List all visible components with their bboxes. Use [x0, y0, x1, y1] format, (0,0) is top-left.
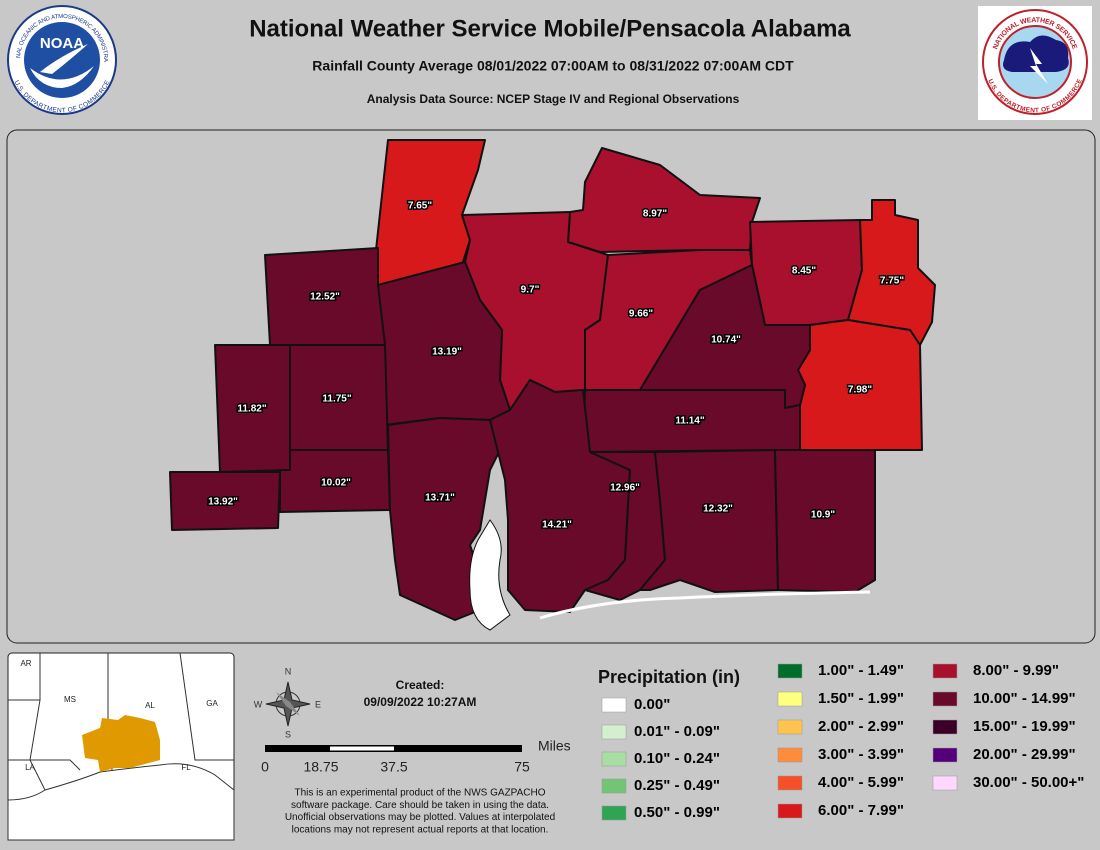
- county: [774, 449, 876, 593]
- scale-label: 0: [261, 759, 269, 775]
- inset-labels: AR MS AL GA LA FL: [20, 659, 218, 772]
- title: National Weather Service Mobile/Pensacol…: [249, 15, 851, 42]
- state-label: LA: [25, 763, 35, 772]
- legend-swatch: [601, 724, 627, 740]
- county-label: 14.21": [542, 520, 572, 531]
- legend-swatch: [601, 778, 627, 794]
- county-label: 13.71": [425, 493, 455, 504]
- state-label: AL: [145, 701, 155, 710]
- map: 7.65" 8.97" 9.7" 9.66" 8.45" 7.75" 7.98" 10.74"…: [169, 139, 936, 631]
- noaa-text: NOAA: [40, 35, 84, 52]
- legend-label: 0.01" - 0.09": [634, 723, 720, 740]
- source: Analysis Data Source: NCEP Stage IV and …: [367, 92, 740, 106]
- compass-e: E: [315, 699, 321, 709]
- county-label: 11.82": [237, 404, 266, 415]
- state-label: AR: [20, 659, 31, 668]
- legend-label: 1.50" - 1.99": [818, 690, 904, 707]
- legend-swatch: [601, 751, 627, 767]
- compass: N S E W: [254, 666, 321, 739]
- subtitle: Rainfall County Average 08/01/2022 07:00…: [312, 58, 794, 74]
- county-label: 12.96": [610, 483, 640, 494]
- scale-label: 75: [514, 759, 530, 775]
- disclaimer-line: locations may not represent actual repor…: [292, 825, 549, 836]
- legend-label: 4.00" - 5.99": [818, 774, 904, 791]
- legend-label: 1.00" - 1.49": [818, 662, 904, 679]
- county: [169, 471, 281, 531]
- disclaimer-line: software package. Care should be taken i…: [291, 800, 549, 811]
- disclaimer-line: Unofficial observations may be plotted. …: [285, 812, 555, 823]
- scale-labels: 0 18.75 37.5 75: [261, 759, 530, 775]
- county-label: 13.19": [432, 347, 462, 358]
- legend-label: 0.25" - 0.49": [634, 777, 720, 794]
- legend-swatch: [777, 775, 803, 791]
- legend-swatch: [932, 747, 958, 763]
- county-label: 9.7": [521, 285, 540, 296]
- scale-label: 37.5: [380, 759, 407, 775]
- nws-logo: NATIONAL WEATHER SERVICE U.S. DEPARTMENT…: [978, 6, 1092, 120]
- legend-label: 30.00" - 50.00+": [973, 774, 1084, 791]
- county-label: 7.98": [848, 385, 872, 396]
- county-label: 10.02": [321, 478, 351, 489]
- legend: 0.00" 0.01" - 0.09" 0.10" - 0.24" 0.25" - 0…: [601, 662, 1084, 821]
- compass-n: N: [285, 666, 292, 676]
- disclaimer: This is an experimental product of the N…: [285, 788, 555, 836]
- county-label: 12.52": [310, 292, 340, 303]
- legend-swatch: [777, 747, 803, 763]
- legend-label: 10.00" - 14.99": [973, 690, 1076, 707]
- legend-label: 15.00" - 19.99": [973, 718, 1076, 735]
- legend-label: 0.00": [634, 696, 670, 713]
- county: [847, 199, 936, 346]
- county-label: 11.14": [675, 416, 704, 427]
- compass-s: S: [285, 729, 291, 739]
- legend-swatch: [932, 719, 958, 735]
- county-label: 10.74": [711, 335, 741, 346]
- legend-label: 3.00" - 3.99": [818, 746, 904, 763]
- county-label: 12.32": [703, 504, 733, 515]
- created-label: Created:: [396, 678, 445, 692]
- legend-swatch: [932, 775, 958, 791]
- county-label: 7.75": [880, 276, 904, 287]
- legend-swatch: [932, 691, 958, 707]
- compass-w: W: [254, 699, 263, 709]
- legend-label: 0.10" - 0.24": [634, 750, 720, 767]
- county-label: 10.9": [811, 510, 835, 521]
- legend-swatch: [777, 803, 803, 819]
- county-label: 11.75": [322, 394, 351, 405]
- bay: [469, 519, 511, 631]
- legend-swatch: [777, 691, 803, 707]
- scale-bar: [265, 745, 522, 752]
- legend-label: 0.50" - 0.99": [634, 804, 720, 821]
- legend-label: 8.00" - 9.99": [973, 662, 1059, 679]
- coast: [539, 590, 871, 620]
- state-label: MS: [64, 695, 76, 704]
- disclaimer-line: This is an experimental product of the N…: [294, 788, 545, 799]
- legend-swatch: [932, 663, 958, 679]
- legend-swatch: [777, 719, 803, 735]
- legend-swatch: [601, 697, 627, 713]
- inset-map: [7, 652, 235, 841]
- legend-label: 2.00" - 2.99": [818, 718, 904, 735]
- county-label: 9.66": [629, 309, 653, 320]
- county-label: 8.45": [792, 266, 816, 277]
- county-label: 8.97": [643, 209, 667, 220]
- state-label: GA: [206, 699, 218, 708]
- legend-title: Precipitation (in): [598, 667, 740, 687]
- created-date: 09/09/2022 10:27AM: [364, 695, 477, 709]
- legend-label: 6.00" - 7.99": [818, 802, 904, 819]
- legend-swatch: [777, 663, 803, 679]
- scale-unit: Miles: [538, 738, 571, 754]
- legend-label: 20.00" - 29.99": [973, 746, 1076, 763]
- legend-swatch: [601, 805, 627, 821]
- scale-label: 18.75: [303, 759, 338, 775]
- county-label: 13.92": [208, 497, 238, 508]
- county-label: 7.65": [408, 201, 432, 212]
- state-label: FL: [181, 763, 191, 772]
